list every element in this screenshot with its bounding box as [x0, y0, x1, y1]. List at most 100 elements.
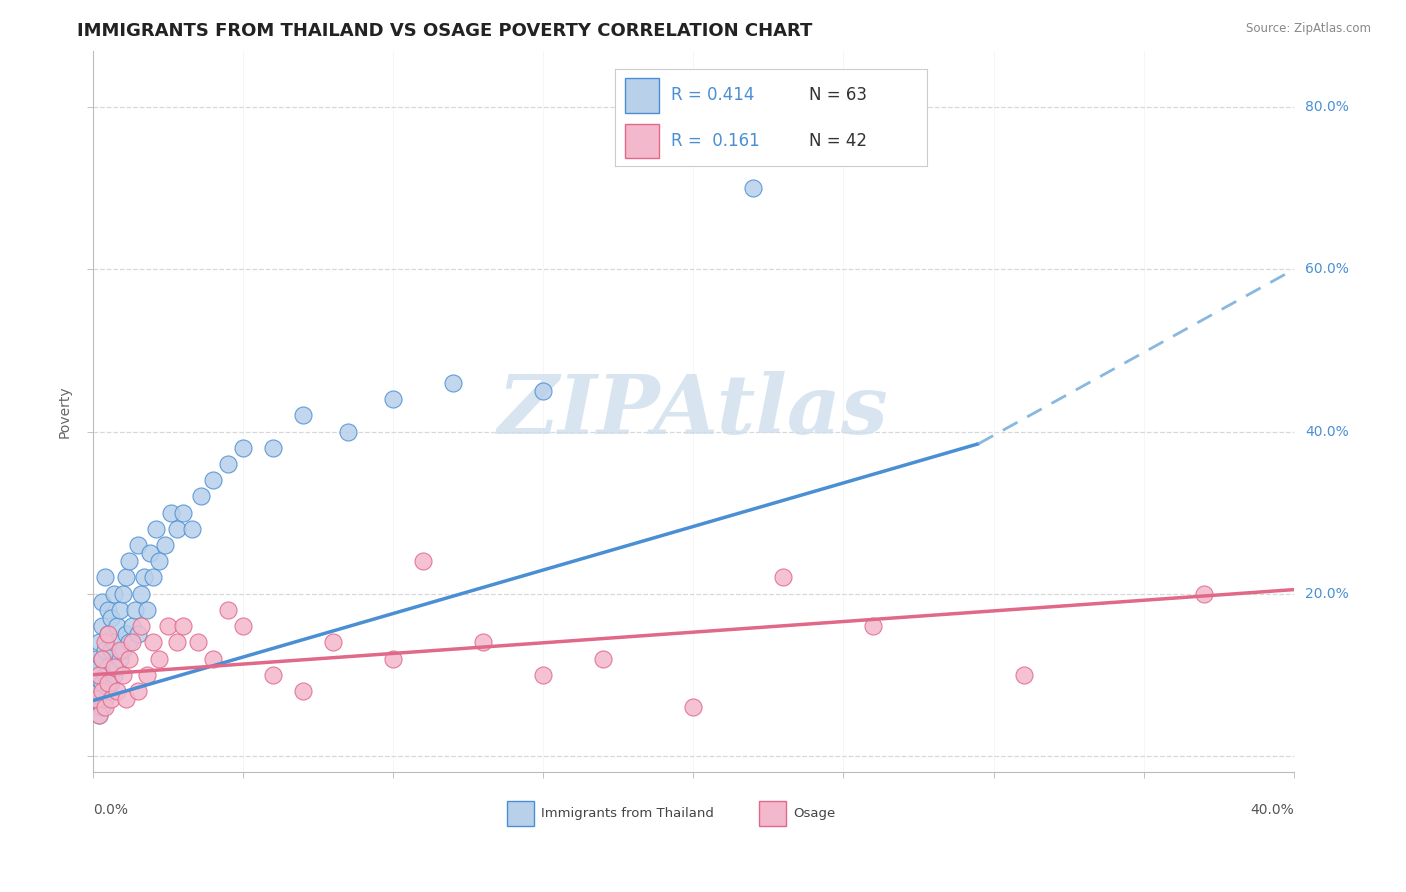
- Point: [87, 659, 110, 673]
- Point: [742, 181, 765, 195]
- Point: [90, 675, 112, 690]
- Point: [187, 635, 209, 649]
- Point: [135, 667, 157, 681]
- Point: [103, 659, 125, 673]
- Point: [84, 675, 107, 690]
- Text: Osage: Osage: [793, 807, 835, 821]
- Point: [114, 570, 136, 584]
- Point: [172, 619, 194, 633]
- Point: [90, 651, 112, 665]
- Point: [93, 700, 115, 714]
- Point: [139, 546, 162, 560]
- Text: 40.0%: 40.0%: [1250, 803, 1294, 816]
- Point: [472, 635, 495, 649]
- Point: [87, 708, 110, 723]
- Point: [93, 570, 115, 584]
- Point: [100, 643, 122, 657]
- Point: [156, 619, 179, 633]
- Text: 0.0%: 0.0%: [93, 803, 128, 816]
- Point: [87, 684, 110, 698]
- Point: [111, 667, 134, 681]
- Point: [129, 587, 152, 601]
- Point: [135, 603, 157, 617]
- Point: [118, 554, 141, 568]
- Point: [201, 473, 224, 487]
- Point: [121, 619, 143, 633]
- Point: [84, 692, 107, 706]
- Point: [105, 684, 128, 698]
- Point: [772, 570, 794, 584]
- Point: [412, 554, 434, 568]
- Point: [118, 651, 141, 665]
- Point: [322, 635, 344, 649]
- Point: [87, 708, 110, 723]
- Point: [291, 409, 314, 423]
- Point: [97, 603, 120, 617]
- Text: 40.0%: 40.0%: [1305, 425, 1348, 439]
- Point: [103, 587, 125, 601]
- Point: [232, 619, 254, 633]
- Point: [97, 684, 120, 698]
- Point: [90, 651, 112, 665]
- Point: [108, 603, 131, 617]
- Point: [336, 425, 359, 439]
- Point: [1192, 587, 1215, 601]
- FancyBboxPatch shape: [508, 801, 533, 826]
- Point: [129, 619, 152, 633]
- Point: [97, 627, 120, 641]
- Point: [87, 635, 110, 649]
- Point: [382, 651, 405, 665]
- Text: 80.0%: 80.0%: [1305, 101, 1348, 114]
- Point: [441, 376, 464, 390]
- Point: [90, 595, 112, 609]
- Point: [84, 651, 107, 665]
- Point: [217, 603, 239, 617]
- Point: [592, 651, 614, 665]
- Point: [97, 659, 120, 673]
- Point: [90, 700, 112, 714]
- Y-axis label: Poverty: Poverty: [58, 385, 72, 438]
- Point: [382, 392, 405, 406]
- Text: Source: ZipAtlas.com: Source: ZipAtlas.com: [1246, 22, 1371, 36]
- Point: [87, 667, 110, 681]
- Point: [114, 692, 136, 706]
- Text: 60.0%: 60.0%: [1305, 262, 1348, 277]
- Point: [103, 667, 125, 681]
- Point: [159, 506, 181, 520]
- Point: [93, 643, 115, 657]
- Point: [103, 635, 125, 649]
- Text: ZIPAtlas: ZIPAtlas: [498, 371, 889, 451]
- Point: [108, 643, 131, 657]
- Point: [97, 675, 120, 690]
- Point: [105, 619, 128, 633]
- Point: [531, 384, 554, 398]
- Point: [153, 538, 176, 552]
- Point: [217, 457, 239, 471]
- Point: [142, 635, 165, 649]
- Point: [111, 587, 134, 601]
- Point: [127, 684, 149, 698]
- Point: [108, 651, 131, 665]
- Point: [93, 635, 115, 649]
- Point: [132, 570, 155, 584]
- Point: [232, 441, 254, 455]
- Point: [127, 538, 149, 552]
- Point: [148, 651, 170, 665]
- Point: [262, 441, 284, 455]
- Point: [201, 651, 224, 665]
- FancyBboxPatch shape: [759, 801, 786, 826]
- Point: [105, 659, 128, 673]
- Point: [111, 643, 134, 657]
- Text: Immigrants from Thailand: Immigrants from Thailand: [541, 807, 714, 821]
- Point: [262, 667, 284, 681]
- Point: [84, 700, 107, 714]
- Point: [166, 635, 188, 649]
- Point: [145, 522, 167, 536]
- Point: [291, 684, 314, 698]
- Point: [127, 627, 149, 641]
- Point: [1012, 667, 1035, 681]
- Point: [531, 667, 554, 681]
- Point: [682, 700, 704, 714]
- Point: [100, 692, 122, 706]
- Text: 20.0%: 20.0%: [1305, 587, 1348, 600]
